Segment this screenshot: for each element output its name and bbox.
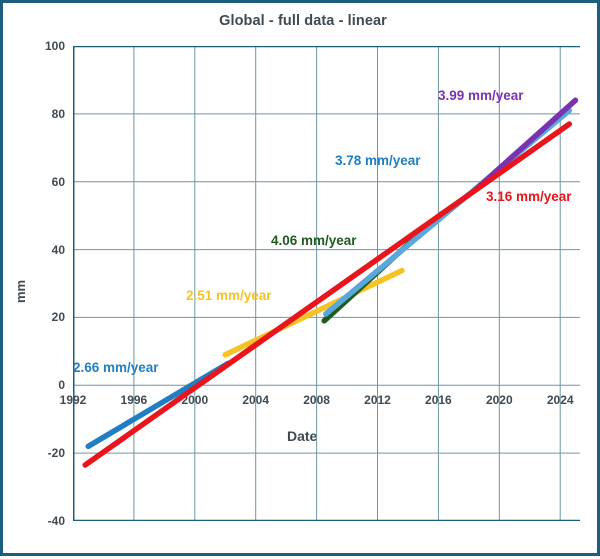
y-tick-20: 20 bbox=[51, 310, 65, 325]
plot-svg bbox=[73, 46, 580, 521]
series-lines bbox=[82, 97, 579, 468]
chart-title: Global - full data - linear bbox=[219, 13, 387, 29]
x-axis-title: Date bbox=[287, 428, 318, 444]
y-tick--40: -40 bbox=[47, 514, 65, 528]
y-tick-60: 60 bbox=[51, 174, 65, 189]
series-line-1 bbox=[222, 267, 405, 358]
y-tick-80: 80 bbox=[51, 106, 65, 121]
y-axis-tick-labels: 100 80 60 40 20 0 -20 -40 bbox=[3, 3, 73, 559]
y-tick-40: 40 bbox=[51, 242, 65, 257]
gridlines bbox=[73, 46, 580, 521]
series-line-0 bbox=[85, 360, 232, 450]
rate-annotation-5: 3.16 mm/year bbox=[486, 189, 572, 204]
axis-lines bbox=[73, 46, 580, 521]
rate-annotation-1: 2.51 mm/year bbox=[186, 288, 272, 303]
rate-annotation-3: 3.78 mm/year bbox=[335, 153, 421, 168]
plot-area bbox=[73, 46, 580, 521]
y-tick--20: -20 bbox=[47, 446, 65, 461]
rate-annotation-4: 3.99 mm/year bbox=[438, 88, 524, 103]
rate-annotation-0: 2.66 mm/year bbox=[73, 360, 159, 375]
series-line-5 bbox=[82, 121, 573, 468]
y-tick-0: 0 bbox=[58, 378, 65, 393]
y-tick-100: 100 bbox=[44, 39, 65, 53]
rate-annotation-2: 4.06 mm/year bbox=[271, 233, 357, 248]
series-line-4 bbox=[472, 97, 579, 193]
